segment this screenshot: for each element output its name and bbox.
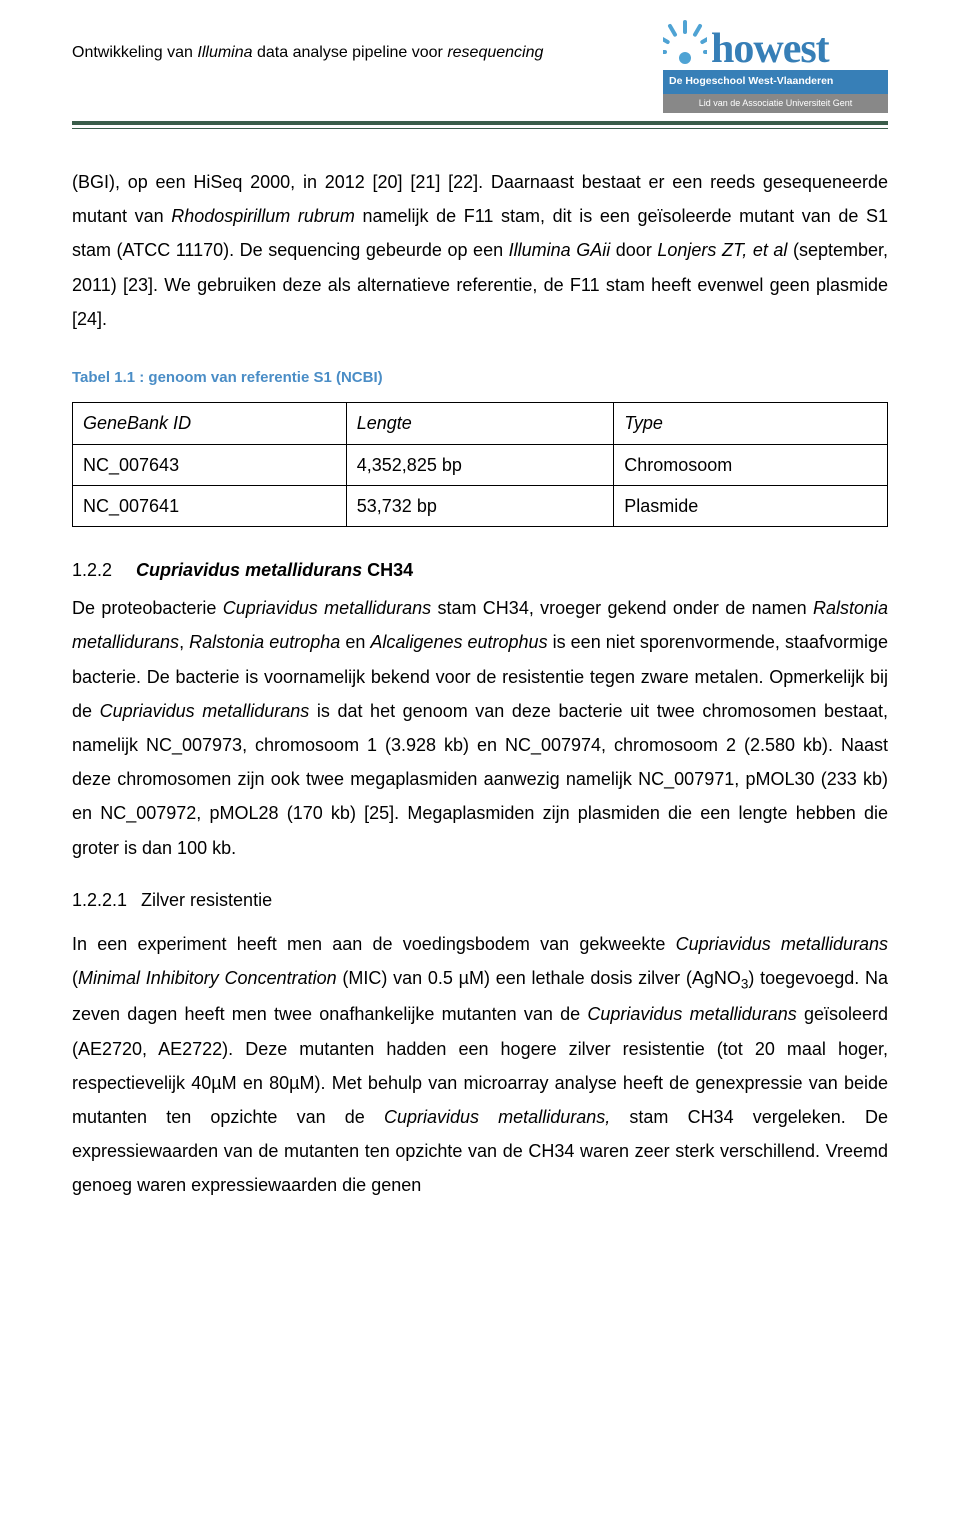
p3-em-2: Minimal Inhibitory Concentration (78, 968, 337, 988)
paragraph-1: (BGI), op een HiSeq 2000, in 2012 [20] [… (72, 165, 888, 336)
p2-em-3: Ralstonia eutropha (189, 632, 340, 652)
p3-text-c: (MIC) van 0.5 µM) een lethale dosis zilv… (337, 968, 741, 988)
logo-wordmark: howest (711, 28, 829, 70)
subsection-number: 1.2.2.1 (72, 883, 127, 917)
cell: 4,352,825 bp (346, 444, 614, 485)
logo-subtitle: Lid van de Associatie Universiteit Gent (663, 94, 888, 113)
section-heading-122: 1.2.2 Cupriavidus metallidurans CH34 (72, 553, 888, 587)
running-title: Ontwikkeling van Illumina data analyse p… (72, 20, 543, 68)
title-text-1: Ontwikkeling van (72, 44, 197, 61)
col-genebank: GeneBank ID (73, 403, 347, 444)
cell: 53,732 bp (346, 485, 614, 526)
section-number: 1.2.2 (72, 553, 112, 587)
p1-em-3: Lonjers ZT, et al (657, 240, 787, 260)
paragraph-2: De proteobacterie Cupriavidus metallidur… (72, 591, 888, 865)
cell: Chromosoom (614, 444, 888, 485)
title-text-2: data analyse pipeline voor (253, 44, 448, 61)
header-rule (72, 121, 888, 129)
col-lengte: Lengte (346, 403, 614, 444)
col-type: Type (614, 403, 888, 444)
genome-table: GeneBank ID Lengte Type NC_007643 4,352,… (72, 402, 888, 527)
p3-text-a: In een experiment heeft men aan de voedi… (72, 934, 676, 954)
sun-icon (663, 20, 707, 64)
p2-text-d: en (340, 632, 370, 652)
p1-em-1: Rhodospirillum rubrum (171, 206, 355, 226)
paragraph-3: In een experiment heeft men aan de voedi… (72, 927, 888, 1203)
cell: NC_007643 (73, 444, 347, 485)
howest-logo: howest De Hogeschool West-Vlaanderen Lid… (663, 20, 888, 113)
subsection-heading-1221: 1.2.2.1 Zilver resistentie (72, 883, 888, 917)
p1-text-c: door (610, 240, 657, 260)
p2-text-b: stam CH34, vroeger gekend onder de namen (431, 598, 813, 618)
p2-text-c: , (179, 632, 189, 652)
page-header: Ontwikkeling van Illumina data analyse p… (72, 20, 888, 113)
p2-em-5: Cupriavidus metallidurans (100, 701, 310, 721)
table-header-row: GeneBank ID Lengte Type (73, 403, 888, 444)
section-title-em: Cupriavidus metallidurans (136, 560, 362, 580)
p2-em-1: Cupriavidus metallidurans (223, 598, 431, 618)
p2-text-a: De proteobacterie (72, 598, 223, 618)
cell: NC_007641 (73, 485, 347, 526)
p3-em-3: Cupriavidus metallidurans (587, 1004, 796, 1024)
table-caption: Tabel 1.1 : genoom van referentie S1 (NC… (72, 364, 888, 393)
table-row: NC_007641 53,732 bp Plasmide (73, 485, 888, 526)
logo-main-row: howest (663, 20, 888, 70)
table-row: NC_007643 4,352,825 bp Chromosoom (73, 444, 888, 485)
p3-em-1: Cupriavidus metallidurans (676, 934, 888, 954)
p3-em-4: Cupriavidus metallidurans, (384, 1107, 610, 1127)
cell: Plasmide (614, 485, 888, 526)
p2-em-4: Alcaligenes eutrophus (370, 632, 547, 652)
logo-tagline: De Hogeschool West-Vlaanderen (663, 70, 888, 94)
p1-em-2: Illumina GAii (509, 240, 611, 260)
title-em-2: resequencing (447, 44, 543, 61)
title-em-1: Illumina (197, 44, 252, 61)
subsection-title: Zilver resistentie (141, 890, 272, 910)
section-title-rest: CH34 (362, 560, 413, 580)
p2-text-f: is dat het genoom van deze bacterie uit … (72, 701, 888, 858)
